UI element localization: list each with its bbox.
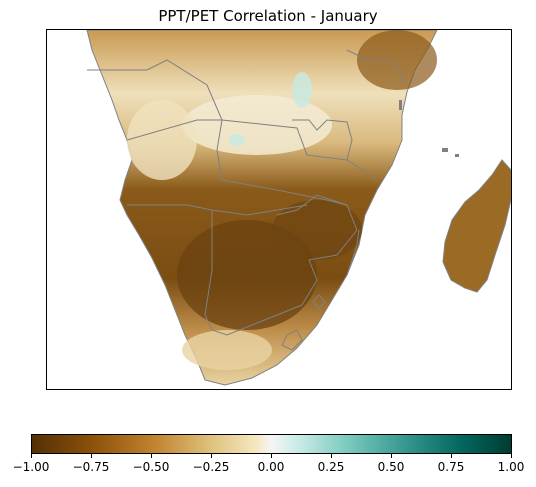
- map-title: PPT/PET Correlation - January: [158, 7, 378, 25]
- country-borders: [87, 49, 408, 351]
- colorbar-tick-label: −0.25: [192, 460, 230, 474]
- colorbar-tick: [451, 454, 452, 458]
- teal-patch-2: [229, 134, 245, 146]
- island-3: [399, 100, 402, 110]
- colorbar-tick-label: 0.50: [377, 460, 405, 474]
- colorbar-tick-label: −1.00: [12, 460, 50, 474]
- pale-south: [182, 330, 272, 370]
- pale-region-north: [182, 95, 332, 155]
- teal-patch-1: [292, 72, 312, 108]
- dark-core-2: [272, 200, 362, 260]
- colorbar-tick: [211, 454, 212, 458]
- colorbar-tick-label: −0.50: [132, 460, 170, 474]
- colorbar-tick: [511, 454, 512, 458]
- island-1: [442, 148, 448, 152]
- colorbar-tick-label: 0.75: [437, 460, 465, 474]
- island-2: [455, 154, 459, 157]
- correlation-map: [86, 30, 511, 386]
- map-panel: [46, 29, 512, 390]
- madagascar: [442, 159, 511, 293]
- colorbar: [31, 434, 512, 454]
- colorbar-tick: [391, 454, 392, 458]
- dark-northeast: [357, 30, 437, 90]
- colorbar-tick-label: 1.00: [497, 460, 525, 474]
- pale-region-west: [127, 100, 197, 180]
- colorbar-tick: [31, 454, 32, 458]
- colorbar-tick: [331, 454, 332, 458]
- colorbar-tick-label: 0.00: [257, 460, 285, 474]
- colorbar-tick: [271, 454, 272, 458]
- colorbar-tick: [151, 454, 152, 458]
- colorbar-tick-label: 0.25: [317, 460, 345, 474]
- colorbar-tick: [91, 454, 92, 458]
- colorbar-tick-label: −0.75: [72, 460, 110, 474]
